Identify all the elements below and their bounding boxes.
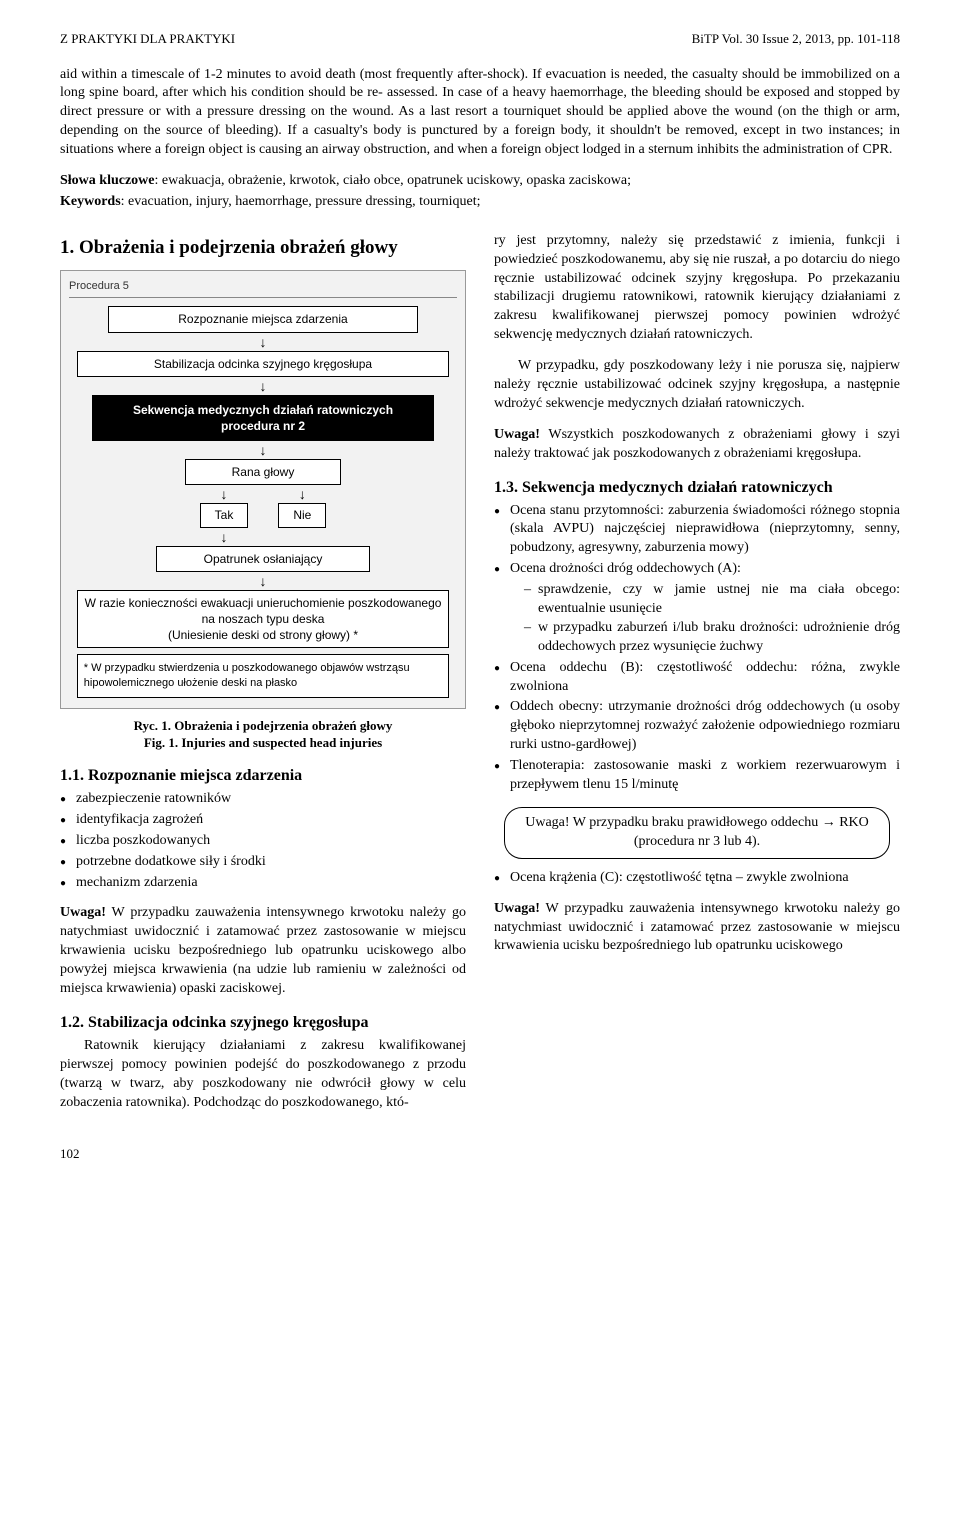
list-item: Ocena oddechu (B): częstotliwość oddechu… bbox=[494, 659, 900, 697]
flow-box-1: Rozpoznanie miejsca zdarzenia bbox=[108, 306, 418, 332]
flow-box-nie: Nie bbox=[278, 503, 326, 527]
section-1-2-title: 1.2. Stabilizacja odcinka szyjnego kręgo… bbox=[60, 1013, 466, 1033]
list-item: identyfikacja zagrożeń bbox=[60, 811, 466, 830]
list-item: Ocena krążenia (C): częstotliwość tętna … bbox=[494, 869, 900, 888]
right-para-2: W przypadku, gdy poszkodowany leży i nie… bbox=[494, 357, 900, 414]
header-left: Z PRAKTYKI DLA PRAKTYKI bbox=[60, 30, 235, 48]
figure-1-caption: Ryc. 1. Obrażenia i podejrzenia obrażeń … bbox=[60, 717, 466, 752]
flow-box-4: Rana głowy bbox=[185, 459, 340, 485]
flow-box-6: W razie konieczności ewakuacji unierucho… bbox=[77, 590, 449, 649]
keywords-pl: Słowa kluczowe: ewakuacja, obrażenie, kr… bbox=[60, 172, 900, 191]
list-item: zabezpieczenie ratowników bbox=[60, 790, 466, 809]
abstract-text: aid within a timescale of 1-2 minutes to… bbox=[60, 66, 900, 160]
keywords-block: Słowa kluczowe: ewakuacja, obrażenie, kr… bbox=[60, 172, 900, 212]
section-1-1-uwaga: Uwaga! W przypadku zauważenia intensywne… bbox=[60, 904, 466, 998]
flow-footnote: * W przypadku stwierdzenia u poszkodowan… bbox=[77, 654, 449, 698]
right-column: ry jest przytomny, należy się przedstawi… bbox=[494, 232, 900, 1125]
flow-procedure-label: Procedura 5 bbox=[69, 277, 457, 299]
flow-arrow: ↓ bbox=[69, 574, 457, 588]
section-1-3-list: Ocena stanu przytomności: zaburzenia świ… bbox=[494, 502, 900, 795]
flow-branch-yes: ↓ Tak ↓ bbox=[200, 485, 249, 545]
flow-arrow: ↓ bbox=[69, 443, 457, 457]
list-item: potrzebne dodatkowe siły i środki bbox=[60, 853, 466, 872]
sub-list: sprawdzenie, czy w jamie ustnej nie ma c… bbox=[510, 581, 900, 657]
flow-branch-no: ↓ Nie bbox=[278, 485, 326, 545]
flow-box-tak: Tak bbox=[200, 503, 249, 527]
section-1-3-title: 1.3. Sekwencja medycznych działań ratown… bbox=[494, 478, 900, 498]
flow-arrow: ↓ bbox=[69, 335, 457, 349]
section-1-3-list-cont: Ocena krążenia (C): częstotliwość tętna … bbox=[494, 869, 900, 888]
flow-branch-row: ↓ Tak ↓ ↓ Nie bbox=[69, 485, 457, 545]
section-1-1-title: 1.1. Rozpoznanie miejsca zdarzenia bbox=[60, 766, 466, 786]
callout-box: Uwaga! W przypadku braku prawidłowego od… bbox=[504, 807, 890, 859]
header-right: BiTP Vol. 30 Issue 2, 2013, pp. 101-118 bbox=[692, 30, 900, 48]
list-item: Ocena stanu przytomności: zaburzenia świ… bbox=[494, 502, 900, 559]
list-item: Ocena drożności dróg oddechowych (A): sp… bbox=[494, 560, 900, 656]
section-1-1-list: zabezpieczenie ratowników identyfikacja … bbox=[60, 790, 466, 892]
page-number: 102 bbox=[60, 1145, 900, 1163]
list-item: sprawdzenie, czy w jamie ustnej nie ma c… bbox=[524, 581, 900, 619]
list-item: Oddech obecny: utrzymanie drożności dróg… bbox=[494, 698, 900, 755]
flow-arrow: ↓ bbox=[69, 379, 457, 393]
list-item: mechanizm zdarzenia bbox=[60, 874, 466, 893]
list-item: liczba poszkodowanych bbox=[60, 832, 466, 851]
figure-1-flowchart: Procedura 5 Rozpoznanie miejsca zdarzeni… bbox=[60, 270, 466, 709]
section-1-title: 1. Obrażenia i podejrzenia obrażeń głowy bbox=[60, 236, 466, 260]
flow-box-2: Stabilizacja odcinka szyjnego kręgosłupa bbox=[77, 351, 449, 377]
right-uwaga-2: Uwaga! W przypadku zauważenia intensywne… bbox=[494, 900, 900, 957]
left-column: 1. Obrażenia i podejrzenia obrażeń głowy… bbox=[60, 232, 466, 1125]
two-column-body: 1. Obrażenia i podejrzenia obrażeń głowy… bbox=[60, 232, 900, 1125]
list-item: w przypadku zaburzeń i/lub braku drożnoś… bbox=[524, 619, 900, 657]
list-item: Tlenoterapia: zastosowanie maski z worki… bbox=[494, 757, 900, 795]
keywords-en: Keywords: evacuation, injury, haemorrhag… bbox=[60, 193, 900, 212]
flow-box-5: Opatrunek osłaniający bbox=[156, 546, 369, 572]
section-1-2-text: Ratownik kierujący działaniami z zakresu… bbox=[60, 1037, 466, 1113]
running-header: Z PRAKTYKI DLA PRAKTYKI BiTP Vol. 30 Iss… bbox=[60, 30, 900, 48]
flow-box-3-dark: Sekwencja medycznych działań ratowniczyc… bbox=[92, 395, 433, 441]
right-uwaga-1: Uwaga! Wszystkich poszkodowanych z obraż… bbox=[494, 426, 900, 464]
right-para-1: ry jest przytomny, należy się przedstawi… bbox=[494, 232, 900, 345]
